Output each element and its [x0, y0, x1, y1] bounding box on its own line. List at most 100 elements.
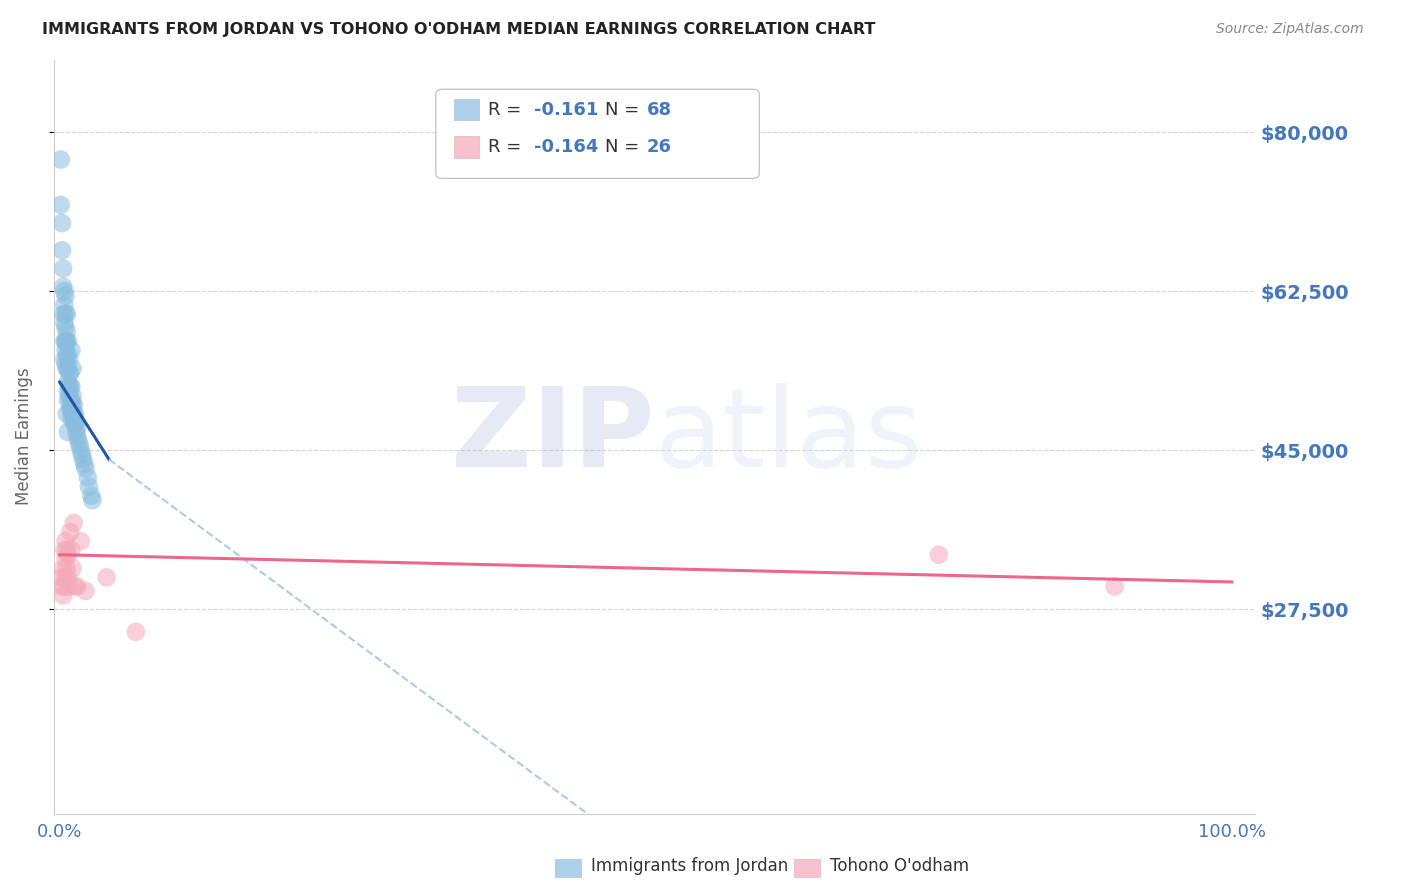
Point: [63, 416, 86, 430]
Point: [53, 316, 76, 330]
Text: atlas: atlas: [655, 383, 924, 490]
Point: [55, 407, 77, 421]
Point: [62, 361, 84, 376]
Point: [73, 457, 96, 471]
Point: [60, 411, 83, 425]
Point: [75, 461, 97, 475]
Point: [55, 307, 77, 321]
Text: Tohono O'odham: Tohono O'odham: [830, 857, 969, 875]
Point: [62, 407, 84, 421]
Point: [66, 420, 89, 434]
Text: R =: R =: [488, 138, 527, 156]
Point: [51, 216, 73, 230]
Text: ZIP: ZIP: [451, 383, 655, 490]
Point: [59, 366, 82, 380]
Point: [66, 429, 89, 443]
Point: [53, 543, 76, 558]
Point: [66, 580, 89, 594]
Point: [58, 379, 80, 393]
Point: [49, 570, 72, 584]
Point: [80, 489, 103, 503]
Point: [67, 434, 90, 449]
Point: [56, 334, 79, 349]
Point: [55, 543, 77, 558]
Point: [51, 580, 73, 594]
Point: [82, 493, 104, 508]
Point: [75, 584, 97, 599]
Point: [49, 153, 72, 167]
Point: [59, 402, 82, 417]
Point: [60, 379, 83, 393]
Point: [53, 580, 76, 594]
Point: [56, 361, 79, 376]
Point: [69, 534, 91, 549]
Point: [69, 439, 91, 453]
Point: [77, 479, 100, 493]
Point: [55, 348, 77, 362]
Point: [65, 416, 87, 430]
Point: [55, 325, 77, 339]
Point: [56, 375, 79, 389]
Point: [63, 580, 86, 594]
Text: R =: R =: [488, 101, 527, 119]
Point: [55, 357, 77, 371]
Point: [55, 361, 77, 376]
Point: [53, 334, 76, 349]
Point: [65, 425, 87, 439]
Text: -0.164: -0.164: [534, 138, 599, 156]
Point: [55, 343, 77, 358]
Point: [56, 384, 79, 399]
Point: [63, 407, 86, 421]
Point: [55, 320, 77, 334]
Point: [60, 343, 83, 358]
Point: [52, 279, 75, 293]
Point: [62, 416, 84, 430]
Point: [62, 407, 84, 421]
Text: Immigrants from Jordan: Immigrants from Jordan: [591, 857, 787, 875]
Point: [60, 543, 83, 558]
Text: Source: ZipAtlas.com: Source: ZipAtlas.com: [1216, 22, 1364, 37]
Text: 26: 26: [647, 138, 672, 156]
Point: [76, 470, 98, 484]
Point: [55, 552, 77, 566]
Point: [51, 244, 73, 258]
Point: [55, 334, 77, 349]
Point: [62, 398, 84, 412]
Point: [53, 285, 76, 299]
Point: [55, 334, 77, 349]
Text: IMMIGRANTS FROM JORDAN VS TOHONO O'ODHAM MEDIAN EARNINGS CORRELATION CHART: IMMIGRANTS FROM JORDAN VS TOHONO O'ODHAM…: [42, 22, 876, 37]
Point: [58, 366, 80, 380]
Point: [52, 561, 75, 575]
Point: [125, 624, 148, 639]
Point: [1104, 580, 1126, 594]
Text: -0.161: -0.161: [534, 101, 599, 119]
Point: [56, 425, 79, 439]
Point: [49, 198, 72, 212]
Point: [55, 307, 77, 321]
Point: [928, 548, 950, 562]
Point: [62, 389, 84, 403]
Point: [52, 589, 75, 603]
Point: [53, 352, 76, 367]
Point: [62, 561, 84, 575]
Y-axis label: Median Earnings: Median Earnings: [15, 368, 32, 506]
Point: [53, 298, 76, 312]
Point: [55, 570, 77, 584]
Point: [70, 448, 93, 462]
Text: N =: N =: [605, 138, 644, 156]
Point: [56, 393, 79, 408]
Point: [59, 379, 82, 393]
Point: [52, 307, 75, 321]
Point: [62, 398, 84, 412]
Point: [58, 352, 80, 367]
Point: [59, 524, 82, 539]
Point: [69, 443, 91, 458]
Point: [56, 348, 79, 362]
Point: [58, 389, 80, 403]
Point: [56, 548, 79, 562]
Text: N =: N =: [605, 101, 644, 119]
Point: [60, 393, 83, 408]
Point: [55, 289, 77, 303]
Point: [72, 452, 94, 467]
Point: [56, 570, 79, 584]
